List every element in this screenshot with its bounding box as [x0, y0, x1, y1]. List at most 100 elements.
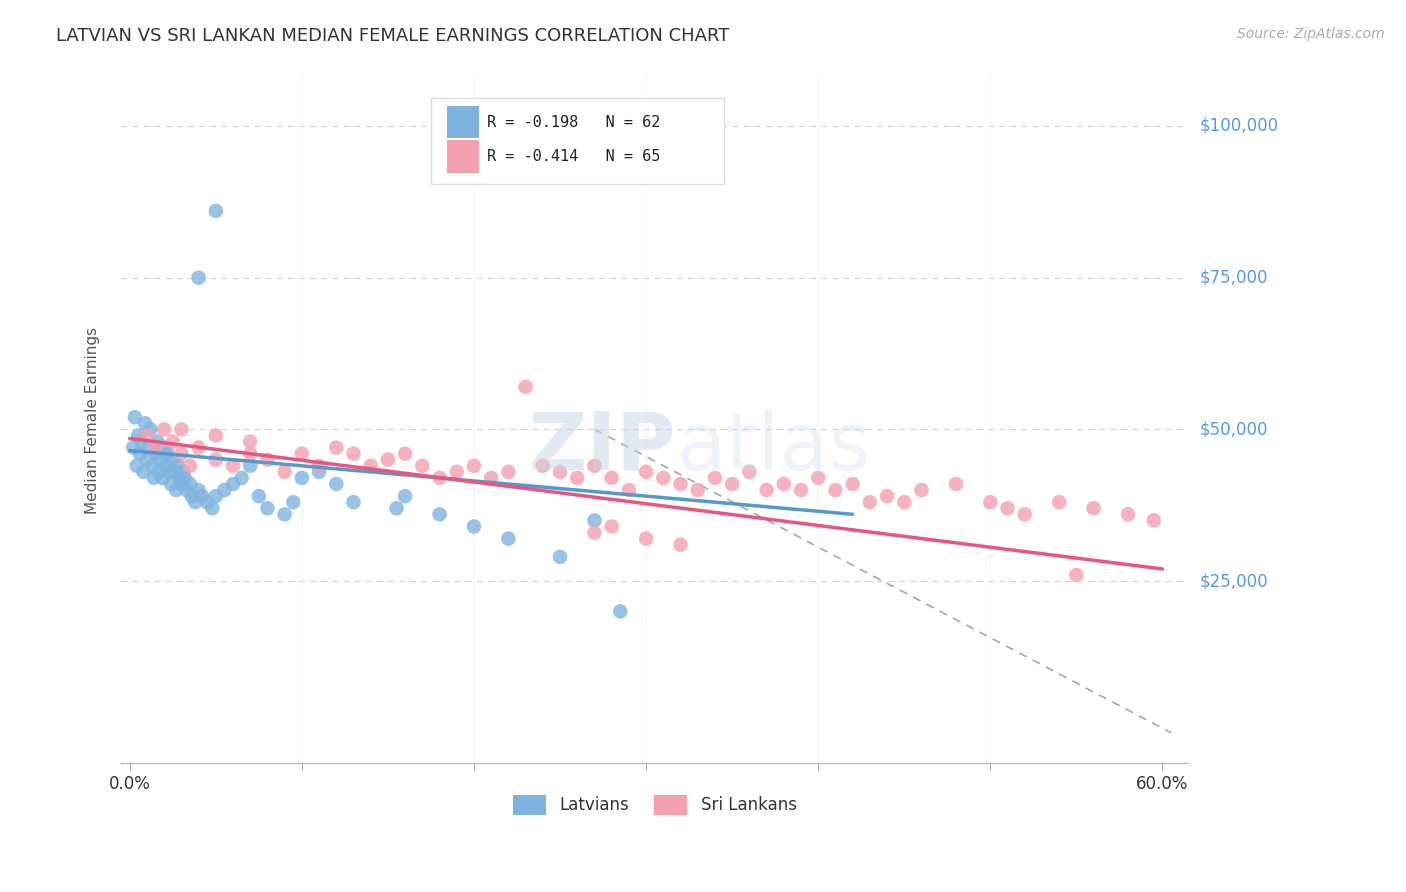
Point [609, 604, 631, 618]
Text: $50,000: $50,000 [1199, 420, 1268, 438]
Point [145, 441, 167, 455]
Point [910, 483, 932, 497]
Point [162, 452, 184, 467]
Point [291, 447, 314, 461]
Point [195, 495, 218, 509]
Point [127, 428, 149, 442]
Point [583, 525, 606, 540]
Point [342, 447, 364, 461]
Point [291, 471, 314, 485]
Text: R = -0.414   N = 65: R = -0.414 N = 65 [486, 149, 661, 164]
Point [772, 477, 794, 491]
Text: R = -0.198   N = 62: R = -0.198 N = 62 [486, 114, 661, 129]
Point [131, 434, 153, 449]
Point [1066, 568, 1088, 582]
Text: $100,000: $100,000 [1199, 117, 1278, 135]
Point [160, 477, 183, 491]
Point [411, 458, 433, 473]
Point [153, 441, 176, 455]
Point [187, 270, 209, 285]
Point [191, 489, 214, 503]
Text: atlas: atlas [676, 409, 870, 487]
Point [876, 489, 898, 503]
Point [204, 452, 226, 467]
Point [163, 465, 186, 479]
Point [201, 501, 224, 516]
Point [479, 471, 502, 485]
Point [187, 441, 209, 455]
Point [600, 519, 623, 533]
Point [325, 477, 347, 491]
Point [600, 471, 623, 485]
Point [136, 428, 159, 442]
Point [617, 483, 640, 497]
Point [1083, 501, 1105, 516]
Point [222, 477, 245, 491]
Point [283, 495, 305, 509]
Point [498, 465, 520, 479]
Point [686, 483, 709, 497]
Text: Source: ZipAtlas.com: Source: ZipAtlas.com [1237, 27, 1385, 41]
Text: $75,000: $75,000 [1199, 268, 1268, 286]
Point [945, 477, 967, 491]
Point [141, 458, 163, 473]
Point [142, 471, 165, 485]
Point [394, 447, 416, 461]
Point [172, 465, 194, 479]
Point [256, 452, 278, 467]
Point [152, 471, 174, 485]
Point [325, 441, 347, 455]
Point [153, 422, 176, 436]
Point [1143, 513, 1166, 527]
Point [669, 538, 692, 552]
Point [841, 477, 863, 491]
Point [184, 495, 207, 509]
Point [204, 203, 226, 218]
Point [247, 489, 270, 503]
Point [1014, 508, 1036, 522]
Point [156, 447, 179, 461]
Point [179, 477, 201, 491]
Point [165, 483, 187, 497]
Point [187, 483, 209, 497]
Point [124, 410, 146, 425]
Point [429, 471, 451, 485]
Point [214, 483, 236, 497]
Point [256, 501, 278, 516]
Point [180, 489, 202, 503]
Point [231, 471, 253, 485]
Point [636, 465, 658, 479]
Bar [447, 105, 478, 138]
Point [239, 458, 262, 473]
Point [273, 508, 295, 522]
Point [308, 465, 330, 479]
Point [132, 465, 155, 479]
Point [204, 428, 226, 442]
Point [824, 483, 846, 497]
Point [446, 465, 468, 479]
Point [239, 447, 262, 461]
Point [790, 483, 813, 497]
Point [222, 458, 245, 473]
Point [997, 501, 1019, 516]
Point [721, 477, 744, 491]
Point [859, 495, 882, 509]
Point [134, 417, 156, 431]
Point [308, 458, 330, 473]
Point [979, 495, 1001, 509]
Point [162, 434, 184, 449]
Point [204, 489, 226, 503]
Point [548, 465, 571, 479]
Point [893, 495, 915, 509]
Point [394, 489, 416, 503]
Point [548, 549, 571, 564]
Point [176, 483, 198, 497]
Point [167, 458, 190, 473]
Point [170, 447, 193, 461]
Point [273, 465, 295, 479]
Point [145, 447, 167, 461]
Point [755, 483, 778, 497]
Text: $25,000: $25,000 [1199, 572, 1268, 591]
Point [583, 458, 606, 473]
Point [129, 447, 152, 461]
